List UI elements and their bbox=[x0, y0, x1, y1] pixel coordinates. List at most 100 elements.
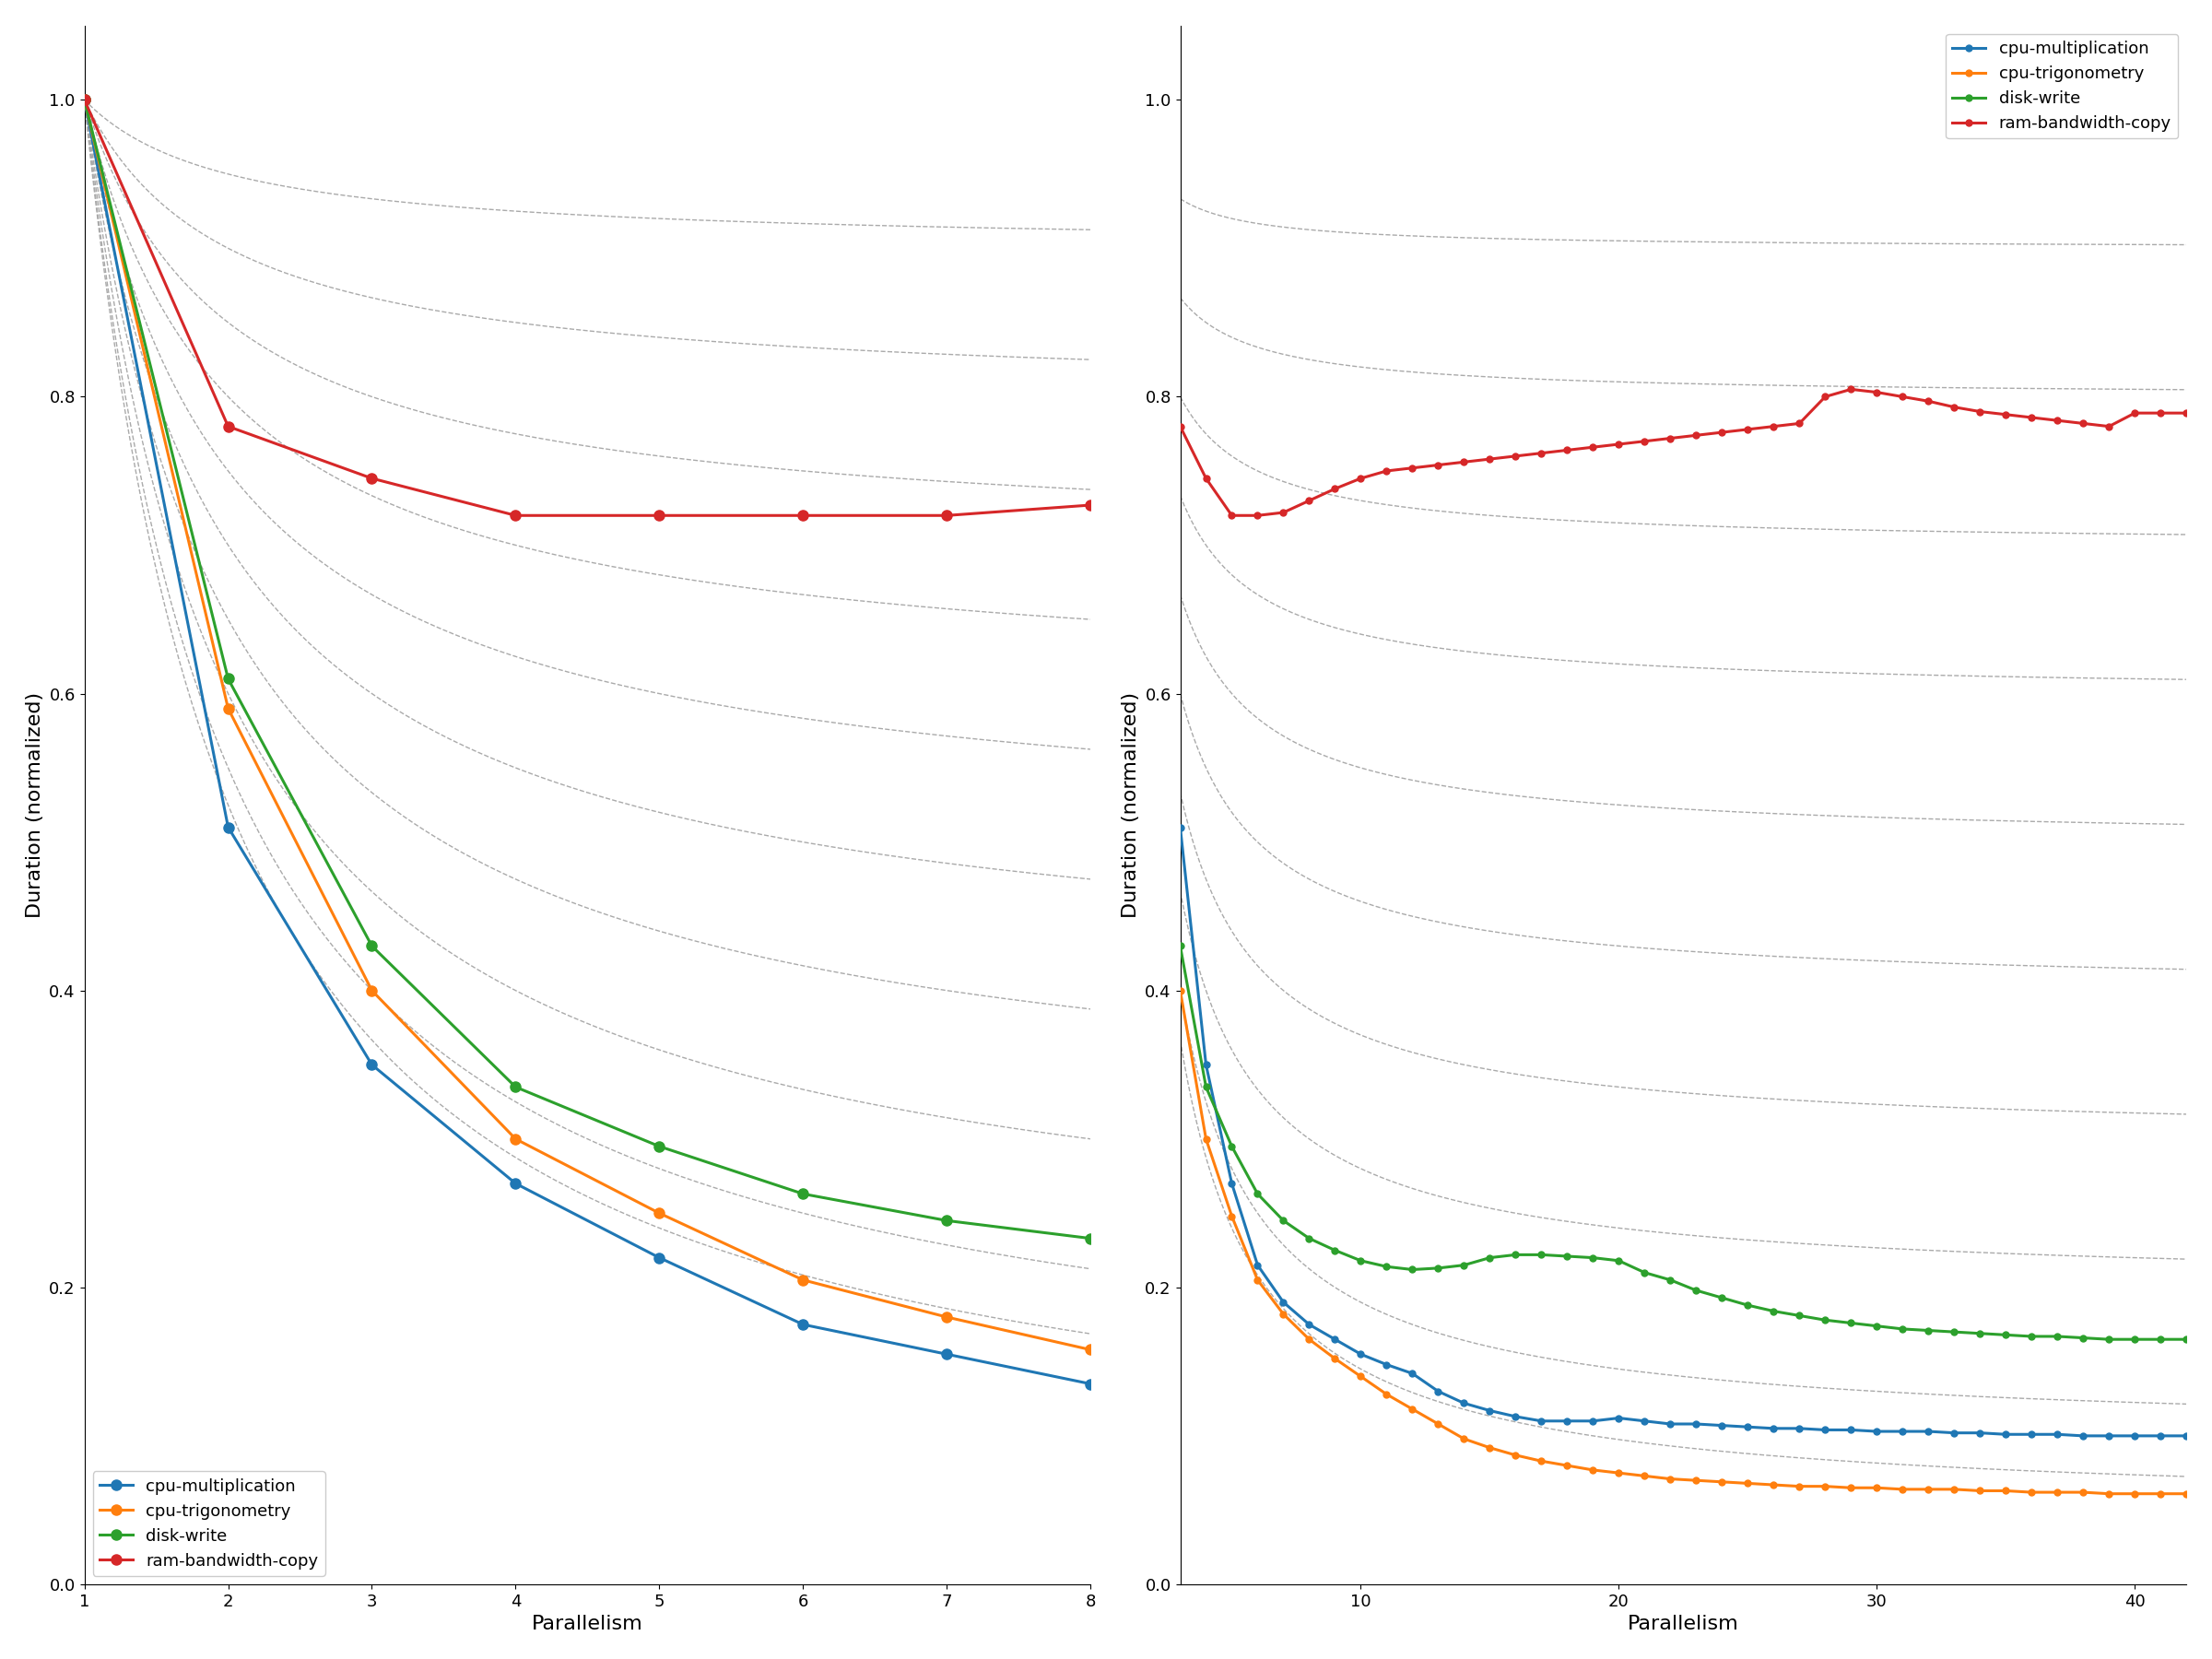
cpu-multiplication bbox=[1708, 1415, 1734, 1435]
cpu-multiplication bbox=[2148, 1425, 2174, 1445]
cpu-trigonometry bbox=[1425, 1413, 1451, 1433]
cpu-trigonometry bbox=[1966, 1481, 1993, 1501]
disk-write bbox=[1219, 1136, 1245, 1156]
cpu-trigonometry bbox=[2172, 1483, 2199, 1503]
ram-bandwidth-copy bbox=[1400, 458, 1427, 478]
ram-bandwidth-copy bbox=[933, 506, 960, 526]
disk-write bbox=[1838, 1312, 1865, 1332]
cpu-multiplication bbox=[933, 1344, 960, 1364]
ram-bandwidth-copy bbox=[1077, 494, 1104, 514]
disk-write bbox=[1761, 1301, 1787, 1321]
cpu-trigonometry bbox=[2148, 1483, 2174, 1503]
cpu-multiplication bbox=[790, 1314, 816, 1334]
cpu-multiplication bbox=[1734, 1417, 1761, 1437]
cpu-trigonometry bbox=[1219, 1206, 1245, 1226]
disk-write bbox=[1374, 1256, 1400, 1276]
cpu-multiplication bbox=[1425, 1382, 1451, 1402]
disk-write bbox=[1528, 1244, 1555, 1264]
ram-bandwidth-copy bbox=[1993, 405, 2020, 425]
cpu-multiplication bbox=[1323, 1329, 1349, 1349]
cpu-multiplication bbox=[1528, 1412, 1555, 1432]
cpu-trigonometry bbox=[2095, 1483, 2121, 1503]
cpu-multiplication bbox=[1916, 1422, 1942, 1442]
cpu-trigonometry bbox=[790, 1271, 816, 1291]
ram-bandwidth-copy bbox=[2172, 403, 2199, 423]
cpu-trigonometry bbox=[1400, 1399, 1427, 1418]
disk-write bbox=[502, 1077, 529, 1097]
disk-write bbox=[2172, 1329, 2199, 1349]
disk-write bbox=[1785, 1306, 1812, 1326]
cpu-trigonometry bbox=[1889, 1480, 1916, 1500]
disk-write bbox=[2148, 1329, 2174, 1349]
ram-bandwidth-copy bbox=[2070, 413, 2097, 433]
Legend: cpu-multiplication, cpu-trigonometry, disk-write, ram-bandwidth-copy: cpu-multiplication, cpu-trigonometry, di… bbox=[93, 1472, 325, 1576]
Line: cpu-multiplication: cpu-multiplication bbox=[80, 95, 1095, 1389]
ram-bandwidth-copy bbox=[215, 416, 241, 436]
disk-write bbox=[1553, 1246, 1579, 1266]
disk-write bbox=[1270, 1211, 1296, 1231]
disk-write bbox=[1606, 1251, 1632, 1271]
cpu-multiplication bbox=[2121, 1425, 2148, 1445]
cpu-trigonometry bbox=[1168, 980, 1194, 1000]
cpu-multiplication bbox=[502, 1173, 529, 1193]
cpu-multiplication bbox=[1478, 1400, 1504, 1420]
disk-write bbox=[2070, 1327, 2097, 1347]
cpu-trigonometry bbox=[1838, 1478, 1865, 1498]
disk-write bbox=[1708, 1287, 1734, 1307]
cpu-multiplication bbox=[2172, 1425, 2199, 1445]
cpu-trigonometry bbox=[1374, 1384, 1400, 1404]
disk-write bbox=[2017, 1327, 2044, 1347]
ram-bandwidth-copy bbox=[1270, 503, 1296, 523]
ram-bandwidth-copy bbox=[1940, 397, 1966, 416]
cpu-multiplication bbox=[1347, 1344, 1374, 1364]
cpu-multiplication bbox=[1657, 1413, 1683, 1433]
cpu-multiplication bbox=[1245, 1256, 1272, 1276]
ram-bandwidth-copy bbox=[2044, 410, 2070, 430]
cpu-multiplication bbox=[1192, 1055, 1219, 1075]
disk-write bbox=[1347, 1251, 1374, 1271]
cpu-trigonometry bbox=[1630, 1467, 1657, 1486]
cpu-trigonometry bbox=[1502, 1445, 1528, 1465]
ram-bandwidth-copy bbox=[2148, 403, 2174, 423]
disk-write bbox=[1400, 1259, 1427, 1279]
Line: ram-bandwidth-copy: ram-bandwidth-copy bbox=[80, 95, 1095, 521]
cpu-multiplication bbox=[2070, 1425, 2097, 1445]
ram-bandwidth-copy bbox=[1374, 461, 1400, 481]
cpu-trigonometry bbox=[502, 1130, 529, 1150]
ram-bandwidth-copy bbox=[1579, 438, 1606, 458]
disk-write bbox=[1502, 1244, 1528, 1264]
ram-bandwidth-copy bbox=[1478, 450, 1504, 469]
disk-write bbox=[1966, 1324, 1993, 1344]
cpu-trigonometry bbox=[1270, 1304, 1296, 1324]
ram-bandwidth-copy bbox=[1630, 431, 1657, 451]
ram-bandwidth-copy bbox=[2095, 416, 2121, 436]
disk-write bbox=[1683, 1281, 1710, 1301]
disk-write bbox=[1579, 1248, 1606, 1267]
ram-bandwidth-copy bbox=[1347, 468, 1374, 488]
cpu-trigonometry bbox=[933, 1307, 960, 1327]
cpu-trigonometry bbox=[2017, 1481, 2044, 1501]
disk-write bbox=[646, 1136, 672, 1156]
cpu-trigonometry bbox=[1708, 1472, 1734, 1491]
disk-write bbox=[1451, 1256, 1478, 1276]
cpu-trigonometry bbox=[1657, 1468, 1683, 1488]
ram-bandwidth-copy bbox=[2017, 408, 2044, 428]
cpu-multiplication bbox=[1579, 1412, 1606, 1432]
cpu-trigonometry bbox=[1192, 1130, 1219, 1150]
cpu-trigonometry bbox=[1863, 1478, 1889, 1498]
disk-write bbox=[1630, 1262, 1657, 1282]
cpu-trigonometry bbox=[1993, 1481, 2020, 1501]
cpu-trigonometry bbox=[1734, 1473, 1761, 1493]
cpu-trigonometry bbox=[1323, 1349, 1349, 1369]
cpu-multiplication bbox=[215, 818, 241, 838]
Line: cpu-trigonometry: cpu-trigonometry bbox=[80, 95, 1095, 1355]
disk-write bbox=[790, 1185, 816, 1204]
ram-bandwidth-copy bbox=[1657, 428, 1683, 448]
ram-bandwidth-copy bbox=[1863, 382, 1889, 401]
disk-write bbox=[933, 1211, 960, 1231]
cpu-multiplication bbox=[1785, 1418, 1812, 1438]
disk-write bbox=[1734, 1296, 1761, 1316]
Line: cpu-multiplication: cpu-multiplication bbox=[1177, 825, 2190, 1438]
Line: disk-write: disk-write bbox=[80, 95, 1095, 1244]
ram-bandwidth-copy bbox=[1838, 380, 1865, 400]
